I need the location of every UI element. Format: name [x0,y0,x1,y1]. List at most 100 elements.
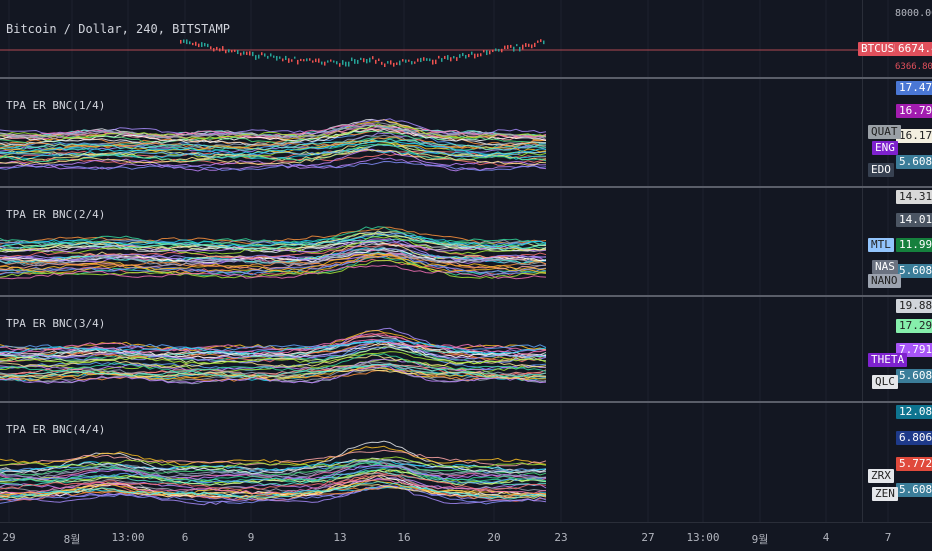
pane-separator[interactable] [0,186,932,188]
price-candle [294,56,296,59]
indicator-line [0,254,547,269]
time-axis[interactable]: 29 8월 13:00 6 9 13 16 20 23 27 13:00 9월 … [0,522,932,551]
indicator-pane[interactable]: TPA ER BNC(3/4) 19.883317.29947.79105.60… [0,297,932,401]
price-candle [393,62,395,67]
price-candle [315,58,317,63]
price-candle [465,54,467,59]
indicator-line [0,143,547,159]
price-candle [258,54,260,59]
price-candle [375,59,377,64]
symbol-tag: ZRX [868,469,894,483]
indicator-line [0,479,547,495]
indicator-line [0,160,547,172]
indicator-line [0,264,547,280]
price-candle [363,58,365,63]
indicator-line [0,123,547,140]
price-candle [225,49,227,54]
price-candle [489,50,491,55]
indicator-line [0,132,547,154]
price-candle [216,46,218,50]
price-candle [342,60,344,65]
indicator-pane[interactable]: TPA ER BNC(4/4) 12.0850 6.8066 5.7728 5.608… [0,403,932,522]
price-candle [474,53,476,59]
time-label: 9 [247,531,255,544]
price-candle [192,42,194,46]
price-candle [306,58,308,62]
price-candle [210,46,212,50]
price-candle [207,43,209,48]
indicator-line [0,138,547,151]
indicator-line [0,136,547,150]
price-candle [528,43,530,47]
indicator-line [0,481,547,500]
chart-lines-canvas[interactable] [0,0,932,522]
price-candle [411,61,413,65]
indicator-line [0,474,547,498]
price-candle [204,42,206,47]
price-candle [255,55,257,60]
indicator-line [0,254,547,275]
time-label: 13:00 [111,531,145,544]
pane-separator[interactable] [0,77,932,79]
value-label: 19.8833 [896,299,932,313]
price-candle [396,62,398,65]
price-candle [249,51,251,56]
value-label: 14.3135 [896,190,932,204]
price-candle [501,48,503,53]
price-candle [459,54,461,58]
price-candle [339,63,341,67]
indicator-line [0,148,547,166]
pane-separator[interactable] [0,401,932,403]
price-candle [231,49,233,53]
symbol-tag: EDO [868,163,894,177]
price-candle [462,52,464,57]
indicator-line [0,340,547,358]
indicator-pane[interactable]: TPA ER BNC(1/4) 17.4760 16.7981 16.1762 5.6… [0,79,932,186]
time-label: 8월 [63,533,81,546]
price-candle [507,45,509,49]
indicator-line [0,469,547,486]
main-price-pane[interactable]: Bitcoin / Dollar, 240, BITSTAMP 8000.00 … [0,0,932,78]
price-candle [444,55,446,59]
indicator-line [0,343,547,359]
price-candle [435,59,437,65]
price-candle [354,59,356,64]
price-candle [453,56,455,59]
indicator-line [0,365,547,384]
price-candle [486,50,488,56]
price-candle [189,41,191,45]
indicator-line [0,240,547,262]
time-label: 13 [333,531,347,544]
indicator-line [0,226,547,245]
price-candle [201,42,203,47]
symbol-tag: THETA [868,353,908,367]
indicator-pane[interactable]: TPA ER BNC(2/4) 14.3135 14.0125 11.9964 5.6… [0,188,932,295]
price-candle [399,60,401,66]
price-candle [351,57,353,62]
price-candle [261,52,263,56]
value-label: 11.9964 [896,238,932,252]
indicator-line [0,258,547,276]
price-candle [534,42,536,47]
price-candle [381,61,383,65]
price-candle [243,51,245,55]
indicator-title: TPA ER BNC(2/4) [6,208,106,221]
indicator-line [0,363,547,379]
price-candle [447,55,449,60]
price-candle [369,57,371,63]
time-label: 29 [2,531,16,544]
price-candle [423,57,425,61]
price-candle [426,58,428,61]
price-candle [543,40,545,45]
price-candle [495,48,497,52]
price-candle [432,59,434,65]
symbol-tag: QLC [872,375,898,389]
indicator-title: TPA ER BNC(4/4) [6,423,106,436]
indicator-line [0,333,547,363]
price-candle [270,53,272,57]
time-label: 23 [554,531,568,544]
pane-separator[interactable] [0,295,932,297]
price-candle [321,61,323,65]
price-candle [291,59,293,62]
